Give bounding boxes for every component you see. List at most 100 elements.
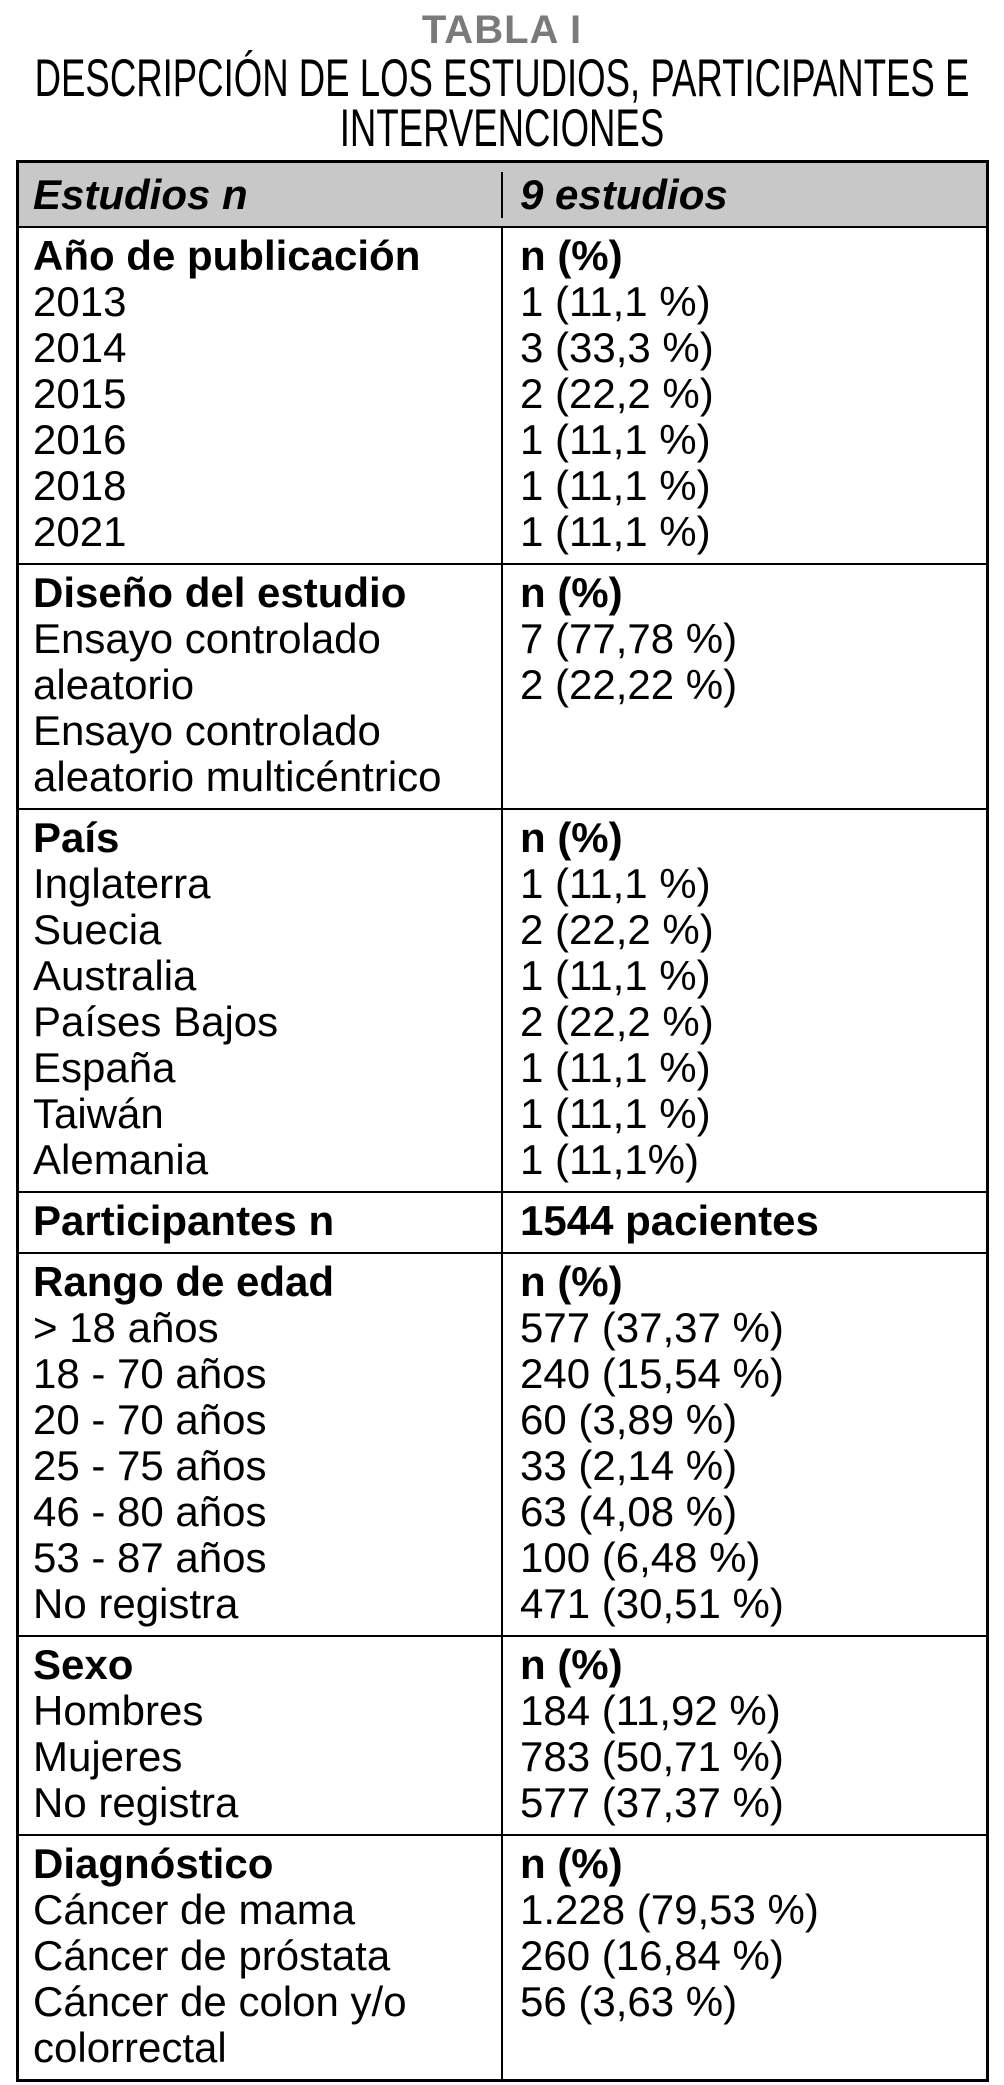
pais-right-line: 1 (11,1 %) <box>520 952 711 999</box>
pais-right-line: 1 (11,1 %) <box>520 1090 711 1137</box>
diagnostico-right-cell: n (%) 1.228 (79,53 %) 260 (16,84 %) 56 (3,6… <box>503 1836 986 2079</box>
section-row-participantes: Participantes n 1544 pacientes <box>19 1193 986 1254</box>
rango-de-edad-right-cell: n (%) 577 (37,37 %) 240 (15,54 %) 60 (3,89 … <box>503 1254 986 1635</box>
ano-de-publicacion-left-line: 2015 <box>33 370 127 417</box>
table-caption: DESCRIPCIÓN DE LOS ESTUDIOS, PARTICIPANT… <box>34 49 970 158</box>
sexo-right-line: n (%) <box>520 1641 623 1688</box>
sexo-right-line: 577 (37,37 %) <box>520 1779 784 1826</box>
header-cell-total: 9 estudios <box>520 170 728 218</box>
ano-de-publicacion-right-line: 1 (11,1 %) <box>520 278 711 325</box>
diseno-del-estudio-right-line: 2 (22,22 %) <box>520 661 738 708</box>
rango-de-edad-right-line: 471 (30,51 %) <box>520 1580 784 1627</box>
rango-de-edad-left-line: Rango de edad <box>33 1258 335 1305</box>
rango-de-edad-left-line: 25 - 75 años <box>33 1442 267 1489</box>
pais-right-line: 1 (11,1%) <box>520 1136 699 1183</box>
rango-de-edad-right-line: 577 (37,37 %) <box>520 1304 784 1351</box>
rango-de-edad-right-line: 240 (15,54 %) <box>520 1350 784 1397</box>
ano-de-publicacion-right-line: 1 (11,1 %) <box>520 508 711 555</box>
diseno-del-estudio-left-line: Ensayo controlado <box>33 615 381 662</box>
rango-de-edad-right-line: 60 (3,89 %) <box>520 1396 738 1443</box>
ano-de-publicacion-right-line: 2 (22,2 %) <box>520 370 714 417</box>
pais-right-line: 2 (22,2 %) <box>520 998 714 1045</box>
studies-table: Estudios n 9 estudios Año de publicación… <box>16 160 989 2082</box>
diseno-del-estudio-right-line: 7 (77,78 %) <box>520 615 738 662</box>
section-row-diagnostico: Diagnóstico Cáncer de mama Cáncer de próst… <box>19 1836 986 2079</box>
rango-de-edad-right-line: 33 (2,14 %) <box>520 1442 738 1489</box>
diseno-del-estudio-left-line: aleatorio multicéntrico <box>33 753 442 800</box>
rango-de-edad-left-line: 18 - 70 años <box>33 1350 267 1397</box>
ano-de-publicacion-left-line: 2018 <box>33 462 127 509</box>
diagnostico-left-line: Cáncer de mama <box>33 1886 356 1933</box>
diseno-del-estudio-right-cell: n (%) 7 (77,78 %) 2 (22,22 %) <box>503 565 986 808</box>
ano-de-publicacion-left-cell: Año de publicación 2013 2014 2015 2016 2018 20… <box>19 228 503 563</box>
rango-de-edad-right-line: 100 (6,48 %) <box>520 1534 761 1581</box>
pais-left-line: Países Bajos <box>33 998 279 1045</box>
rango-de-edad-left-cell: Rango de edad > 18 años 18 - 70 años 20 - 7… <box>19 1254 503 1635</box>
sexo-right-line: 184 (11,92 %) <box>520 1687 781 1734</box>
diagnostico-left-line: Diagnóstico <box>33 1840 274 1887</box>
diseno-del-estudio-right-line: n (%) <box>520 569 623 616</box>
participantes-right-cell: 1544 pacientes <box>503 1193 986 1252</box>
sexo-left-cell: Sexo Hombres Mujeres No registra <box>19 1637 503 1834</box>
pais-right-line: n (%) <box>520 814 623 861</box>
rango-de-edad-left-line: 53 - 87 años <box>33 1534 267 1581</box>
diseno-del-estudio-left-cell: Diseño del estudio Ensayo controlado aleat… <box>19 565 503 808</box>
table-number-title: TABLA I <box>421 8 583 52</box>
pais-right-line: 1 (11,1 %) <box>520 860 711 907</box>
rango-de-edad-right-line: 63 (4,08 %) <box>520 1488 738 1535</box>
diseno-del-estudio-left-line: Ensayo controlado <box>33 707 381 754</box>
table-body: Año de publicación 2013 2014 2015 2016 2018 20… <box>19 228 986 2079</box>
pais-left-line: País <box>33 814 120 861</box>
ano-de-publicacion-right-line: n (%) <box>520 232 623 279</box>
diagnostico-right-line: 56 (3,63 %) <box>520 1978 738 2025</box>
participantes-left-line: Participantes n <box>33 1197 335 1244</box>
diagnostico-left-cell: Diagnóstico Cáncer de mama Cáncer de próst… <box>19 1836 503 2079</box>
sexo-left-line: Hombres <box>33 1687 204 1734</box>
table-header-row: Estudios n 9 estudios <box>19 163 986 228</box>
pais-left-line: Inglaterra <box>33 860 211 907</box>
diseno-del-estudio-left-line: aleatorio <box>33 661 195 708</box>
section-row-diseno-del-estudio: Diseño del estudio Ensayo controlado aleat… <box>19 565 986 810</box>
pais-left-cell: País Inglaterra Suecia Australia Países Bajo… <box>19 810 503 1191</box>
ano-de-publicacion-right-line: 1 (11,1 %) <box>520 462 711 509</box>
pais-right-line: 1 (11,1 %) <box>520 1044 711 1091</box>
diagnostico-left-line: colorrectal <box>33 2024 227 2071</box>
sexo-left-line: No registra <box>33 1779 239 1826</box>
diagnostico-right-line: 260 (16,84 %) <box>520 1932 784 1979</box>
rango-de-edad-left-line: > 18 años <box>33 1304 219 1351</box>
rango-de-edad-left-line: 20 - 70 años <box>33 1396 267 1443</box>
header-cell-estudios: Estudios n <box>19 171 503 218</box>
ano-de-publicacion-left-line: Año de publicación <box>33 232 421 279</box>
pais-left-line: España <box>33 1044 176 1091</box>
pais-left-line: Taiwán <box>33 1090 164 1137</box>
section-row-pais: País Inglaterra Suecia Australia Países Bajo… <box>19 810 986 1193</box>
ano-de-publicacion-left-line: 2021 <box>33 508 127 555</box>
diagnostico-right-line: n (%) <box>520 1840 623 1887</box>
section-row-sexo: Sexo Hombres Mujeres No registra n (%) 184 (1… <box>19 1637 986 1836</box>
ano-de-publicacion-right-cell: n (%) 1 (11,1 %) 3 (33,3 %) 2 (22,2 %) 1 (11… <box>503 228 986 563</box>
pais-left-line: Alemania <box>33 1136 209 1183</box>
ano-de-publicacion-left-line: 2016 <box>33 416 127 463</box>
pais-right-cell: n (%) 1 (11,1 %) 2 (22,2 %) 1 (11,1 %) 2 (22… <box>503 810 986 1191</box>
ano-de-publicacion-left-line: 2013 <box>33 278 127 325</box>
rango-de-edad-left-line: No registra <box>33 1580 239 1627</box>
section-row-ano-de-publicacion: Año de publicación 2013 2014 2015 2016 2018 20… <box>19 228 986 565</box>
section-row-rango-de-edad: Rango de edad > 18 años 18 - 70 años 20 - 7… <box>19 1254 986 1637</box>
sexo-right-cell: n (%) 184 (11,92 %) 783 (50,71 %) 577 (37,3… <box>503 1637 986 1834</box>
rango-de-edad-left-line: 46 - 80 años <box>33 1488 267 1535</box>
participantes-left-cell: Participantes n <box>19 1193 503 1252</box>
diagnostico-right-line: 1.228 (79,53 %) <box>520 1886 819 1933</box>
pais-right-line: 2 (22,2 %) <box>520 906 714 953</box>
pais-left-line: Suecia <box>33 906 162 953</box>
pais-left-line: Australia <box>33 952 197 999</box>
diagnostico-left-line: Cáncer de colon y/o <box>33 1978 407 2025</box>
diseno-del-estudio-left-line: Diseño del estudio <box>33 569 407 616</box>
participantes-right-line: 1544 pacientes <box>520 1197 819 1244</box>
sexo-right-line: 783 (50,71 %) <box>520 1733 784 1780</box>
ano-de-publicacion-right-line: 1 (11,1 %) <box>520 416 711 463</box>
rango-de-edad-right-line: n (%) <box>520 1258 623 1305</box>
ano-de-publicacion-right-line: 3 (33,3 %) <box>520 324 714 371</box>
sexo-left-line: Mujeres <box>33 1733 183 1780</box>
ano-de-publicacion-left-line: 2014 <box>33 324 127 371</box>
